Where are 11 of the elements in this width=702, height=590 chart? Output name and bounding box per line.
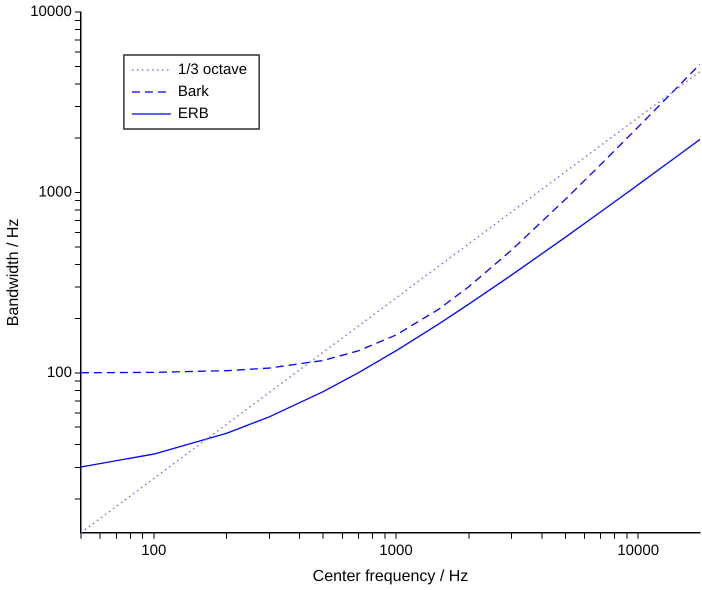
x-tick-label: 100 — [141, 542, 166, 559]
legend-label: 1/3 octave — [178, 61, 248, 78]
y-tick-label: 100 — [46, 364, 72, 382]
y-tick-label: 10000 — [30, 3, 72, 20]
x-tick-label: 1000 — [379, 542, 413, 559]
legend-label: ERB — [178, 105, 209, 122]
legend-label: Bark — [178, 83, 210, 100]
y-axis-title: Bandwidth / Hz — [5, 218, 22, 326]
x-axis-title: Center frequency / Hz — [312, 568, 468, 585]
x-tick-label: 10000 — [617, 542, 660, 559]
y-tick-label: 1000 — [38, 184, 72, 201]
